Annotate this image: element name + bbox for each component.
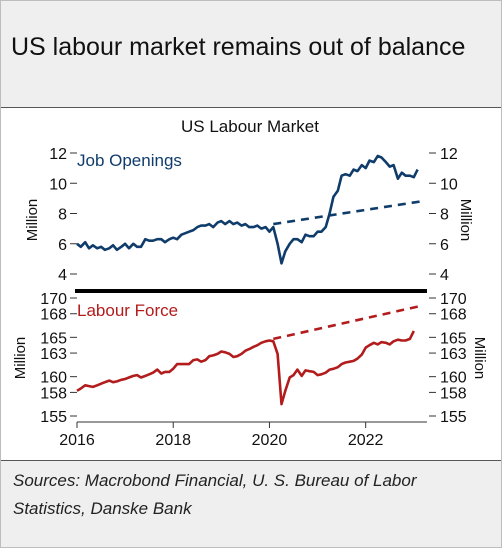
x-tick-label-1: 2018 [155,432,191,449]
bottom-left-ylabel: Million [12,337,29,380]
openings-left-tick-label-3: 10 [49,176,67,193]
top-left-ylabel: Million [24,199,41,242]
openings-series-line [76,154,419,265]
openings-right-tick-label-1: 6 [440,237,449,254]
bottom-divider [1,460,501,461]
labour-force-series-line [76,330,415,406]
labour-force-right-tick-label-5: 168 [440,307,467,324]
labour-force-left-tick-label-3: 163 [40,346,67,363]
labour-force-left-tick-label-6: 170 [40,291,67,308]
labour-force-left-tick-label-2: 160 [40,370,67,387]
chart-svg: US Labour Market Job Openings Labour For… [12,117,488,449]
openings-right-tick-label-2: 8 [440,207,449,224]
source-note: Sources: Macrobond Financial, U. S. Bure… [13,471,417,518]
labour-force-right-tick-label-0: 155 [440,409,467,426]
x-tick-label-0: 2016 [59,432,95,449]
openings-right-tick-label-3: 10 [440,176,458,193]
x-tick-label-2: 2020 [252,432,288,449]
labour-force-right-tick-label-4: 165 [440,330,467,347]
labour-force-right-tick-label-1: 158 [440,385,467,402]
job-openings-label: Job Openings [77,151,182,170]
top-divider [1,107,501,108]
labour-force-left-tick-label-5: 168 [40,307,67,324]
chart-title: US Labour Market [181,117,319,136]
openings-trend-line [273,200,422,226]
labour-force-left-tick-label-0: 155 [40,409,67,426]
openings-right-tick-label-4: 12 [440,146,458,163]
openings-left-tick-label-4: 12 [49,146,67,163]
top-right-ylabel: Million [457,199,474,242]
openings-left-tick-label-0: 4 [58,267,67,284]
bottom-right-ylabel: Million [471,337,488,380]
labour-force-trend-line [273,304,422,341]
labour-force-label: Labour Force [77,301,178,320]
openings-left-tick-label-1: 6 [58,237,67,254]
labour-force-right-tick-label-6: 170 [440,291,467,308]
openings-left-tick-label-2: 8 [58,207,67,224]
labour-force-left-tick-label-4: 165 [40,330,67,347]
labour-force-left-tick-label-1: 158 [40,385,67,402]
openings-right-tick-label-0: 4 [440,267,449,284]
plot-area: US Labour Market Job Openings Labour For… [1,108,501,460]
labour-force-right-tick-label-3: 163 [440,346,467,363]
x-tick-label-3: 2022 [348,432,384,449]
labour-force-right-tick-label-2: 160 [440,370,467,387]
headline: US labour market remains out of balance [11,33,466,61]
